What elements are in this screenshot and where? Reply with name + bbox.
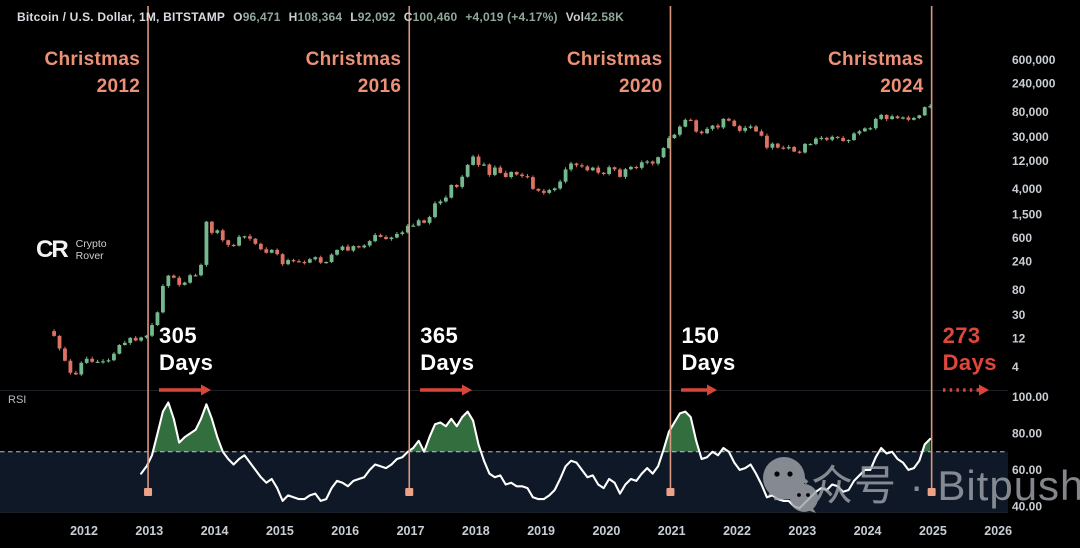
candles-layer[interactable] (52, 104, 933, 376)
price-axis-label: 12 (1012, 332, 1026, 346)
time-axis-label-2013: 2013 (135, 524, 163, 538)
right-arrow-icon (681, 384, 718, 396)
ohlc-open: O96,471 (233, 10, 281, 24)
event-line-anchor-marker[interactable] (144, 488, 153, 496)
price-axis-label: 240,000 (1012, 77, 1056, 91)
time-axis-label-2022: 2022 (723, 524, 751, 538)
christmas-label-2012: Christmas 2012 (44, 46, 140, 100)
christmas-year: 2012 (96, 76, 141, 97)
rsi-axis-label: 40.00 (1012, 499, 1042, 513)
price-axis-label: 80,000 (1012, 105, 1049, 119)
price-axis-label: 600,000 (1012, 53, 1056, 67)
rsi-pane[interactable]: RSI (0, 394, 1008, 512)
days-word: Days (942, 350, 997, 375)
price-axis-label: 1,500 (1012, 207, 1042, 221)
days-word: Days (159, 350, 214, 375)
days-count: 150 (681, 323, 720, 348)
symbol-title: Bitcoin / U.S. Dollar, 1M, BITSTAMP (17, 10, 226, 24)
time-axis-label-2016: 2016 (331, 524, 359, 538)
days-count: 305 (159, 323, 197, 348)
time-axis-label-2025: 2025 (919, 524, 947, 538)
time-axis-label-2020: 2020 (592, 524, 620, 538)
days-word: Days (420, 350, 475, 375)
price-axis-label: 600 (1012, 231, 1032, 245)
time-axis-label-2026: 2026 (984, 524, 1012, 538)
rsi-axis-label: 100.00 (1012, 390, 1049, 404)
time-axis-label-2019: 2019 (527, 524, 555, 538)
rsi-axis-label: 80.00 (1012, 426, 1042, 440)
time-axis-label-2021: 2021 (658, 524, 686, 538)
time-axis-label-2017: 2017 (397, 524, 425, 538)
time-axis[interactable]: 2012 2013 2014 2015 2016 2017 2018 2019 2020 2021… (70, 524, 1012, 538)
price-axis[interactable]: 600,000 240,000 80,000 30,000 12,000 4,000 1,5… (1012, 53, 1056, 513)
christmas-year: 2020 (618, 76, 663, 97)
rsi-pane-label: RSI (8, 394, 26, 406)
days-count: 273 (942, 323, 981, 348)
christmas-label-2020: Christmas 2020 (567, 46, 663, 100)
rsi-axis-label: 60.00 (1012, 463, 1042, 477)
time-axis-label-2018: 2018 (462, 524, 490, 538)
christmas-year: 2024 (880, 76, 924, 97)
logo-text-line2: Rover (75, 250, 104, 262)
christmas-word: Christmas (305, 49, 402, 70)
price-axis-label: 4,000 (1012, 182, 1042, 196)
time-axis-label-2024: 2024 (854, 524, 882, 538)
price-axis-label: 30 (1012, 308, 1026, 322)
symbol-info-bar[interactable]: Bitcoin / U.S. Dollar, 1M, BITSTAMP O96,4… (17, 10, 624, 24)
price-axis-label: 30,000 (1012, 130, 1049, 144)
days-annotation-365: 365 Days (420, 322, 474, 397)
christmas-label-2024: Christmas 2024 (828, 46, 924, 100)
event-line-anchor-marker[interactable] (927, 488, 936, 496)
price-axis-label: 4 (1012, 360, 1019, 374)
ohlc-low: L92,092 (350, 10, 396, 24)
time-axis-label-2014: 2014 (201, 524, 229, 538)
ohlc-close: C100,460 (403, 10, 458, 24)
right-arrow-icon (159, 384, 212, 396)
right-arrow-icon (942, 384, 989, 396)
price-axis-label: 80 (1012, 283, 1026, 297)
christmas-word: Christmas (566, 49, 663, 70)
right-arrow-icon (420, 384, 473, 396)
crypto-rover-mark-icon: CR (36, 236, 69, 263)
crypto-rover-logo: CR Crypto Rover (36, 236, 107, 264)
christmas-word: Christmas (828, 49, 924, 70)
time-axis-label-2012: 2012 (70, 524, 98, 538)
christmas-word: Christmas (44, 49, 141, 70)
days-count: 365 (420, 323, 459, 348)
volume-value: Vol42.58K (565, 10, 625, 24)
christmas-event-lines (144, 6, 936, 496)
days-annotation-150: 150 Days (681, 322, 735, 397)
price-axis-label: 12,000 (1012, 154, 1049, 168)
days-word: Days (681, 350, 736, 375)
christmas-year: 2016 (357, 76, 402, 97)
price-change: +4,019 (+4.17%) (465, 10, 558, 24)
time-axis-label-2015: 2015 (266, 524, 294, 538)
time-axis-label-2023: 2023 (788, 524, 816, 538)
christmas-label-2016: Christmas 2016 (306, 46, 402, 100)
days-annotation-273: 273 Days (942, 322, 997, 397)
event-line-anchor-marker[interactable] (405, 488, 414, 496)
days-annotation-305: 305 Days (159, 322, 213, 397)
ohlc-high: H108,364 (288, 10, 343, 24)
price-axis-label: 240 (1012, 255, 1032, 269)
event-line-anchor-marker[interactable] (666, 488, 675, 496)
logo-text-line1: Crypto (75, 238, 107, 250)
